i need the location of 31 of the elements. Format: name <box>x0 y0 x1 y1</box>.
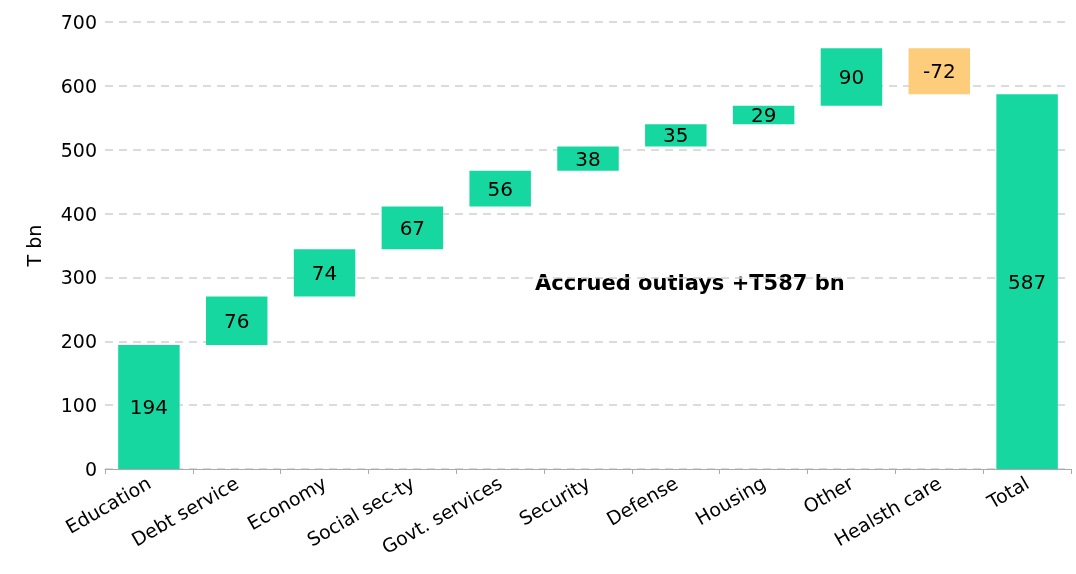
data-label: -72 <box>922 59 956 84</box>
y-tick-label: 500 <box>60 138 97 161</box>
y-tick-label: 0 <box>84 458 97 480</box>
bar <box>996 94 1058 469</box>
annotation: Accrued outlays +T587 bn <box>535 270 845 295</box>
bar <box>118 345 180 469</box>
y-tick-label: 300 <box>60 266 97 289</box>
data-label: 29 <box>750 102 777 127</box>
data-label: 56 <box>487 176 513 201</box>
bar <box>908 48 971 95</box>
bar <box>293 249 356 297</box>
y-tick-label: 200 <box>60 330 97 353</box>
bar <box>381 206 444 250</box>
y-tick-label: 700 <box>60 11 97 33</box>
bar <box>645 124 707 147</box>
bar <box>820 48 883 106</box>
y-tick-label: 600 <box>60 74 97 97</box>
y-tick-label: 100 <box>60 394 97 417</box>
data-label: 74 <box>311 260 338 285</box>
data-label: 194 <box>129 395 168 420</box>
x-tick-label: Total <box>982 471 1033 514</box>
data-label: 90 <box>838 64 865 89</box>
data-label: 35 <box>663 123 689 148</box>
y-axis-title: T bn <box>22 224 45 268</box>
data-label: 76 <box>224 308 250 333</box>
bar <box>469 170 531 207</box>
bar <box>205 296 268 346</box>
data-label: 38 <box>575 146 601 171</box>
data-label: 587 <box>1008 269 1047 294</box>
y-tick-label: 400 <box>60 202 97 225</box>
data-label: 67 <box>399 215 426 240</box>
